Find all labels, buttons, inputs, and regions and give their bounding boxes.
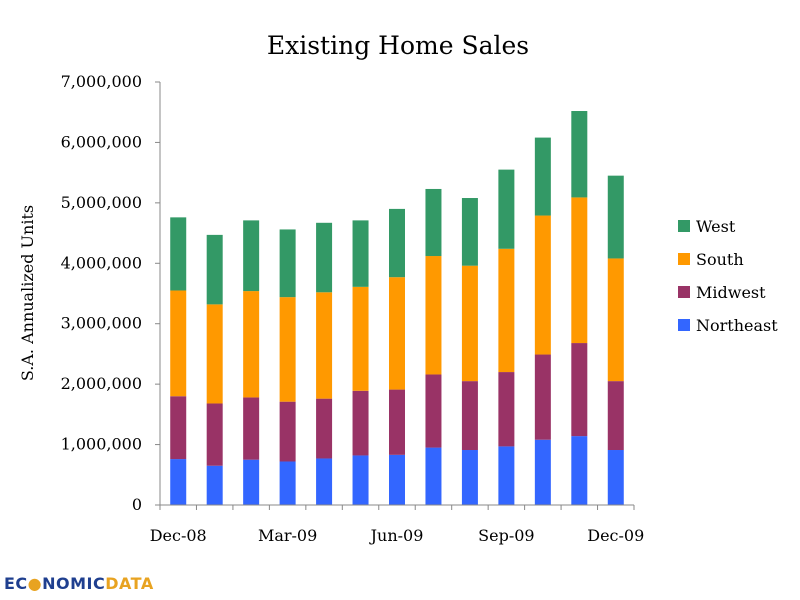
x-tick-label: Dec-08 — [150, 526, 207, 545]
bar-west-nov-09 — [571, 111, 588, 198]
x-tick-label: Jun-09 — [369, 526, 424, 545]
legend-label-northeast: Northeast — [696, 316, 778, 335]
bar-midwest-feb-09 — [243, 397, 260, 460]
bar-northeast-dec-08 — [170, 459, 187, 505]
legend-label-west: West — [696, 217, 736, 236]
bar-south-sep-09 — [498, 248, 515, 373]
bar-northeast-nov-09 — [571, 436, 588, 505]
bar-west-oct-09 — [534, 137, 551, 216]
bar-midwest-jul-09 — [425, 374, 442, 448]
bar-west-jan-09 — [206, 234, 223, 305]
y-tick-label: 4,000,000 — [61, 253, 142, 272]
bar-west-sep-09 — [498, 169, 515, 249]
economicdata-logo: EC●NOMICDATA — [4, 574, 154, 593]
bar-midwest-nov-09 — [571, 343, 588, 437]
y-tick-label: 0 — [132, 495, 142, 514]
bar-west-aug-09 — [461, 198, 478, 266]
legend-swatch-northeast — [678, 319, 690, 331]
bar-west-jun-09 — [389, 208, 405, 278]
bar-south-jul-09 — [425, 256, 442, 375]
chart-title: Existing Home Sales — [267, 31, 529, 60]
legend-swatch-midwest — [678, 286, 690, 298]
bar-northeast-jan-09 — [206, 465, 223, 505]
y-axis-title: S.A. Annualized Units — [18, 205, 37, 381]
bar-northeast-sep-09 — [498, 446, 515, 505]
bar-northeast-apr-09 — [316, 458, 333, 505]
axes-layer: 0 1,000,000 2,000,000 3,000,000 4,000,000 5,0… — [61, 72, 645, 545]
bar-midwest-mar-09 — [279, 401, 296, 462]
x-tick-label: Dec-09 — [587, 526, 644, 545]
bar-midwest-oct-09 — [534, 354, 551, 440]
bar-northeast-dec-09 — [607, 450, 624, 505]
x-tick-label: Mar-09 — [258, 526, 317, 545]
bars-layer — [170, 111, 624, 505]
bar-south-jan-09 — [206, 304, 223, 404]
y-tick-label: 2,000,000 — [61, 374, 142, 393]
logo-text-part3: DATA — [105, 574, 154, 593]
bar-west-jul-09 — [425, 188, 442, 257]
legend-swatch-west — [678, 220, 690, 232]
y-tick-label: 3,000,000 — [61, 314, 142, 333]
bar-west-feb-09 — [243, 220, 260, 292]
bar-northeast-feb-09 — [243, 459, 260, 505]
legend: West South Midwest Northeast — [678, 217, 778, 335]
logo-text-part2: NOMIC — [42, 574, 106, 593]
bar-midwest-jan-09 — [206, 403, 223, 466]
bar-midwest-dec-09 — [607, 381, 624, 451]
x-tick-label: Sep-09 — [478, 526, 534, 545]
bar-northeast-aug-09 — [461, 450, 478, 505]
legend-label-midwest: Midwest — [696, 283, 766, 302]
legend-label-south: South — [696, 250, 744, 269]
y-tick-label: 5,000,000 — [61, 193, 142, 212]
bar-northeast-jun-09 — [389, 454, 405, 505]
bar-south-dec-09 — [607, 258, 624, 382]
y-tick-label: 7,000,000 — [61, 72, 142, 91]
bar-south-nov-09 — [571, 197, 588, 344]
bar-midwest-aug-09 — [461, 381, 478, 451]
bar-northeast-oct-09 — [534, 439, 551, 505]
bar-northeast-may-09 — [352, 455, 369, 505]
bar-south-jun-09 — [389, 277, 405, 390]
bar-midwest-dec-08 — [170, 396, 187, 460]
bar-south-dec-08 — [170, 290, 187, 397]
y-tick-label: 6,000,000 — [61, 132, 142, 151]
bar-midwest-apr-09 — [316, 398, 333, 459]
bar-south-feb-09 — [243, 291, 260, 398]
bar-south-aug-09 — [461, 265, 478, 382]
bar-south-mar-09 — [279, 297, 296, 402]
bar-northeast-jul-09 — [425, 447, 442, 505]
bar-midwest-jun-09 — [389, 389, 405, 455]
bar-south-oct-09 — [534, 215, 551, 355]
legend-swatch-south — [678, 253, 690, 265]
bar-northeast-mar-09 — [279, 461, 296, 505]
bar-midwest-may-09 — [352, 390, 369, 456]
bar-west-mar-09 — [279, 229, 296, 298]
bar-west-apr-09 — [316, 222, 333, 293]
bar-west-dec-08 — [170, 217, 187, 291]
bar-west-dec-09 — [607, 175, 624, 259]
logo-globe-icon: ● — [27, 574, 43, 593]
logo-text-part1: EC — [4, 574, 28, 593]
y-tick-label: 1,000,000 — [61, 435, 142, 454]
bar-midwest-sep-09 — [498, 372, 515, 447]
bar-west-may-09 — [352, 220, 369, 287]
bar-south-may-09 — [352, 286, 369, 391]
bar-south-apr-09 — [316, 292, 333, 399]
